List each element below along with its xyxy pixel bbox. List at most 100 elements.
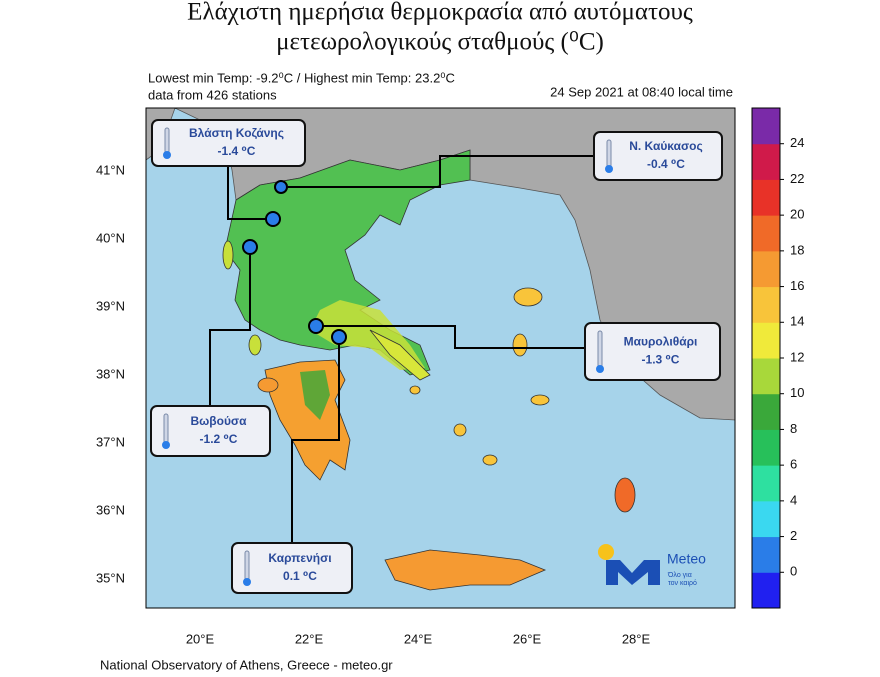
colorbar-band [752,393,780,430]
colorbar-label: 24 [790,135,804,150]
station-name: Ν. Καύκασος [629,139,703,153]
leaders [209,155,594,543]
station-value: -0.4 ⁰C [647,157,685,171]
lefkada [248,334,262,356]
station-value: -1.4 ⁰C [218,144,256,158]
lat-label: 37°N [96,434,125,449]
title-line-2: μετεωρολογικούς σταθμούς (⁰C) [276,29,604,56]
colorbar-label: 2 [790,528,797,543]
mainland-greece [224,149,471,376]
footer: National Observatory of Athens, Greece -… [100,657,393,672]
colorbar-band [752,358,780,395]
colorbar-label: 0 [790,564,797,579]
station-callout: Βωβούσα -1.2 ⁰C [150,405,271,457]
colorbar-band [752,215,780,252]
station-name: Καρπενήσι [268,551,331,565]
callout-box [584,322,721,381]
lat-label: 38°N [96,366,125,381]
colorbar-band [752,286,780,323]
callout-box [231,542,353,594]
logo-tagline: Όλο για [667,572,692,579]
station-callout: Βλάστη Κοζάνης -1.4 ⁰C [151,119,306,167]
station-dot [308,318,324,334]
peloponnese-highland [300,370,330,420]
corfu [222,240,234,270]
colorbar-band [752,143,780,180]
colorbar-label: 22 [790,171,804,186]
callout-box [151,119,306,167]
colorbar-label: 20 [790,207,804,222]
colorbar-band [752,179,780,216]
thermometer [597,330,603,369]
colorbar-band [752,465,780,502]
lat-label: 36°N [96,502,125,517]
andros [409,385,421,395]
stats: Lowest min Temp: -9.2⁰C / Highest min Te… [148,70,455,85]
lesvos [513,287,543,307]
evia [369,329,431,381]
map-frame [145,107,736,609]
lon-labels: 20°E 22°E 24°E 26°E 28°E [186,631,651,646]
station-dot [274,180,288,194]
station-value: -1.2 ⁰C [200,432,238,446]
title-line-1: Ελάχιστη ημερήσια θερμοκρασία από αυτόμα… [187,0,693,26]
colorbar-band [752,322,780,359]
station-value: -1.3 ⁰C [642,353,680,367]
lon-label: 24°E [404,631,433,646]
colorbar-label: 16 [790,278,804,293]
naxos [482,454,498,466]
station-dot [265,211,281,227]
colorbar-label: 18 [790,242,804,257]
lat-label: 39°N [96,298,125,313]
chios [512,333,528,357]
station-dot [242,239,258,255]
colorbar-label: 12 [790,349,804,364]
logo: Meteo Όλο για τον καιρό [598,544,706,587]
thermometer [163,413,169,445]
kefalonia [257,377,279,393]
lon-label: 26°E [513,631,542,646]
thermometer [164,127,170,155]
timestamp: 24 Sep 2021 at 08:40 local time [550,84,733,99]
lon-label: 20°E [186,631,215,646]
thermometer-bulb [243,578,251,586]
thermometer-bulb [162,441,170,449]
rhodes [614,477,636,513]
lat-label: 41°N [96,162,125,177]
lat-labels: 41°N 40°N 39°N 38°N 37°N 36°N 35°N [96,162,125,585]
callout-box [593,131,723,181]
thermometer-bulb [596,365,604,373]
leader-line [209,247,251,406]
lon-label: 28°E [622,631,651,646]
colorbar-band [752,572,780,609]
colorbar-label: 14 [790,314,804,329]
leader-line [227,166,273,220]
colorbar-band [752,536,780,573]
logo-sun [598,544,614,560]
leader-line [281,155,594,188]
colorbar-band [752,250,780,288]
lat-label: 40°N [96,230,125,245]
station-count: data from 426 stations [148,87,277,102]
logo-name: Meteo [667,551,706,567]
lat-label: 35°N [96,570,125,585]
station-name: Βλάστη Κοζάνης [189,126,284,140]
station-callout: Ν. Καύκασος -0.4 ⁰C [593,131,723,181]
colorbar-band [752,108,780,145]
thermometer [244,550,250,582]
colorbar-band [752,429,780,466]
logo-mark [606,560,660,585]
station-callout: Καρπενήσι 0.1 ⁰C [231,542,353,594]
station-value: 0.1 ⁰C [283,569,317,583]
thermometer-bulb [163,151,171,159]
station-dot [331,329,347,345]
station-callouts: Βλάστη Κοζάνης -1.4 ⁰C Ν. Καύκασος -0.4 ⁰C Μ… [150,119,723,594]
logo-tagline: τον καιρό [668,579,697,587]
station-callout: Μαυρολιθάρι -1.3 ⁰C [584,322,721,381]
station-name: Μαυρολιθάρι [624,335,698,349]
callout-box [150,405,271,457]
station-name: Βωβούσα [190,414,247,428]
colorbar-label: 8 [790,421,797,436]
